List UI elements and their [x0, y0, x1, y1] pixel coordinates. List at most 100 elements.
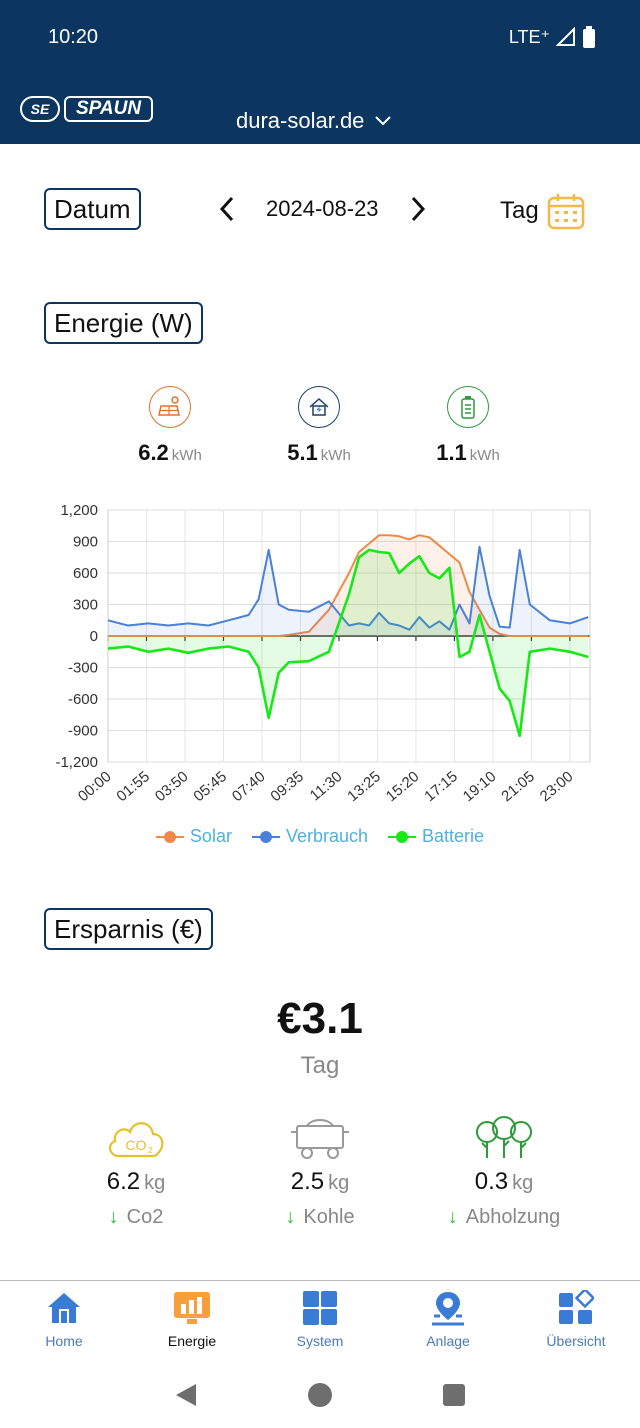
arrow-down-icon: ↓: [285, 1206, 296, 1228]
co2-cloud-icon: CO 2: [56, 1114, 216, 1160]
chevron-right-icon: [411, 196, 425, 222]
series-area-solar: [108, 535, 589, 636]
trees-icon: [424, 1114, 584, 1160]
recents-icon[interactable]: [442, 1383, 466, 1407]
y-tick-label: 1,200: [60, 502, 98, 519]
system-navigation-bar: [0, 1362, 640, 1428]
energy-monitor-icon: [173, 1289, 211, 1327]
consumption-value: 5.1: [287, 440, 318, 465]
y-tick-label: 600: [73, 565, 98, 582]
x-tick-label: 17:15: [421, 768, 461, 805]
date-label: Datum: [44, 188, 141, 230]
legend-solar[interactable]: Solar: [155, 826, 232, 847]
status-time: 10:20: [48, 26, 99, 48]
y-tick-label: -300: [68, 660, 98, 677]
y-tick-label: 300: [73, 597, 98, 614]
system-grid-icon: [301, 1289, 339, 1327]
back-icon[interactable]: [174, 1382, 198, 1408]
battery-icon: [447, 386, 489, 428]
savings-value: €3.1: [277, 994, 363, 1043]
nav-energy-label: Energie: [167, 1333, 217, 1349]
nav-overview[interactable]: Übersicht: [512, 1281, 640, 1362]
chart-legend: Solar Verbrauch Batterie: [0, 826, 640, 847]
nav-home[interactable]: Home: [0, 1281, 128, 1362]
trees-unit: kg: [512, 1172, 534, 1194]
consumption-unit: kWh: [320, 447, 351, 464]
co2-value: 6.2: [106, 1168, 141, 1195]
solar-unit: kWh: [171, 447, 202, 464]
solar-value: 6.2: [138, 440, 169, 465]
chevron-down-icon: [375, 116, 392, 126]
calendar-icon: [547, 194, 584, 230]
nav-energy[interactable]: Energie: [128, 1281, 256, 1362]
series-line-verbrauch: [107, 545, 589, 631]
coal-unit: kg: [328, 1172, 350, 1194]
site-name: dura-solar.de: [236, 108, 365, 133]
nav-system[interactable]: System: [256, 1281, 384, 1362]
series-line-solar: [108, 534, 589, 637]
signal-icon: [556, 27, 575, 46]
logo-mark: SE: [20, 96, 60, 122]
next-day-button[interactable]: [405, 192, 431, 226]
spaun-logo: SE SPAUN: [20, 96, 154, 122]
location-pin-icon: [429, 1289, 467, 1327]
solar-stat: 6.2 kWh: [115, 386, 225, 466]
bottom-navigation: Home Energie System Anlage Übersicht: [0, 1280, 640, 1362]
x-tick-label: 15:20: [383, 768, 423, 805]
coal-cart-icon: [240, 1114, 400, 1160]
status-icons: LTE⁺: [509, 26, 596, 48]
arrow-down-icon: ↓: [108, 1206, 119, 1228]
impact-co2: CO 2 6.2 kg ↓ Co2: [56, 1114, 216, 1229]
date-navigator: 2024-08-23: [214, 192, 431, 226]
legend-solar-label: Solar: [189, 826, 232, 846]
y-tick-label: 900: [73, 534, 98, 551]
trees-label: Abholzung: [465, 1206, 561, 1228]
svg-text:2: 2: [148, 1146, 153, 1155]
legend-battery-marker: [388, 830, 417, 843]
legend-consumption-label: Verbrauch: [285, 826, 369, 846]
nav-anlage-label: Anlage: [426, 1333, 470, 1349]
legend-consumption[interactable]: Verbrauch: [251, 826, 369, 847]
x-tick-label: 23:00: [537, 768, 577, 805]
impact-trees: 0.3 kg ↓ Abholzung: [424, 1114, 584, 1229]
battery-unit: kWh: [469, 447, 500, 464]
x-tick-label: 00:00: [75, 768, 115, 805]
nav-anlage[interactable]: Anlage: [384, 1281, 512, 1362]
battery-stat: 1.1 kWh: [413, 386, 523, 466]
y-tick-label: -600: [68, 691, 98, 708]
solar-panel-icon: [149, 386, 191, 428]
nav-system-label: System: [296, 1333, 344, 1349]
savings-period: Tag: [300, 1052, 340, 1079]
battery-status-icon: [583, 26, 595, 48]
coal-value: 2.5: [290, 1168, 325, 1195]
savings-section-title: Ersparnis (€): [44, 908, 213, 950]
x-tick-label: 03:50: [152, 768, 192, 805]
nav-overview-label: Übersicht: [546, 1333, 606, 1349]
x-tick-label: 05:45: [190, 768, 230, 805]
legend-battery[interactable]: Batterie: [388, 826, 484, 847]
arrow-down-icon: ↓: [447, 1206, 458, 1228]
period-label: Tag: [500, 197, 539, 224]
home-circle-icon[interactable]: [307, 1382, 333, 1408]
battery-value: 1.1: [436, 440, 467, 465]
current-date[interactable]: 2024-08-23: [266, 196, 379, 221]
logo-text: SPAUN: [64, 96, 154, 122]
series-line-batterie: [107, 548, 589, 738]
x-tick-label: 11:30: [307, 768, 346, 804]
x-tick-label: 21:05: [498, 768, 538, 805]
period-selector[interactable]: Tag: [500, 192, 585, 230]
energy-line-chart[interactable]: 1,200 900 600 300 0 -300 -600 -900 -1,20000:0001…: [0, 490, 640, 820]
chevron-left-icon: [219, 196, 234, 222]
x-tick-label: 01:55: [113, 768, 153, 805]
legend-solar-marker: [155, 830, 184, 843]
house-consumption-icon: [298, 386, 340, 428]
previous-day-button[interactable]: [214, 192, 240, 226]
impact-coal: 2.5 kg ↓ Kohle: [240, 1114, 400, 1229]
coal-label: Kohle: [303, 1206, 355, 1228]
x-tick-label: 19:10: [460, 768, 500, 805]
legend-battery-label: Batterie: [422, 826, 485, 846]
site-selector[interactable]: dura-solar.de: [236, 108, 392, 134]
co2-label: Co2: [126, 1206, 164, 1228]
y-tick-label: -900: [68, 723, 98, 740]
home-icon: [45, 1289, 83, 1327]
